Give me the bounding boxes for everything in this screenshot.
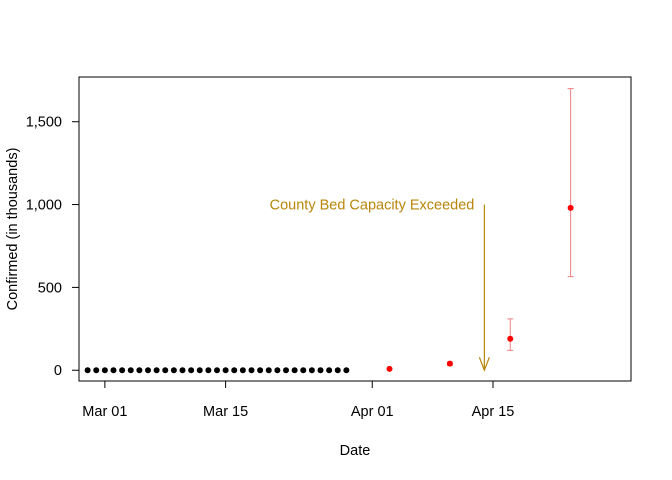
observed-point xyxy=(274,367,281,374)
observed-point xyxy=(214,367,220,374)
observed-point xyxy=(326,367,333,374)
observed-point xyxy=(205,367,212,374)
observed-point xyxy=(153,367,160,374)
observed-point xyxy=(127,367,134,374)
annotation-arrowhead xyxy=(478,357,490,372)
observed-point xyxy=(334,367,341,374)
x-axis: Mar 01 Mar 15 Apr 01 Apr 15 xyxy=(82,380,515,420)
observed-point xyxy=(110,367,117,374)
observed-point xyxy=(170,367,177,374)
observed-point xyxy=(257,367,264,374)
observed-point xyxy=(239,367,246,374)
projected-point xyxy=(446,360,453,367)
observed-point xyxy=(188,367,195,374)
projected-point xyxy=(567,204,574,211)
y-axis: 0 500 1,000 1,500 xyxy=(26,115,80,379)
observed-point xyxy=(265,367,272,374)
observed-point xyxy=(179,367,186,374)
observed-point xyxy=(291,367,298,374)
observed-point xyxy=(101,367,108,374)
observed-point xyxy=(84,367,91,374)
observed-point xyxy=(119,367,126,374)
observed-point xyxy=(162,367,169,374)
observed-point xyxy=(196,367,203,374)
x-tick-label: Apr 15 xyxy=(472,404,515,420)
observed-point xyxy=(317,367,324,374)
annotation-text: County Bed Capacity Exceeded xyxy=(270,198,475,214)
observed-point xyxy=(93,367,100,374)
projected-point xyxy=(507,335,514,342)
observed-point xyxy=(145,367,151,374)
observed-point xyxy=(300,367,307,374)
annotation-group: County Bed Capacity Exceeded xyxy=(270,198,490,372)
y-tick-label: 1,500 xyxy=(26,115,62,131)
y-tick-label: 0 xyxy=(54,363,62,379)
observed-point xyxy=(248,367,255,374)
y-tick-label: 500 xyxy=(38,280,62,296)
observed-point xyxy=(222,367,229,374)
projected-point xyxy=(386,365,393,372)
x-tick-label: Mar 01 xyxy=(82,404,127,420)
x-axis-label: Date xyxy=(340,443,371,459)
plot-frame xyxy=(78,76,632,382)
y-tick-label: 1,000 xyxy=(26,198,62,214)
observed-point xyxy=(343,367,350,374)
observed-point xyxy=(308,367,315,374)
observed-point xyxy=(231,367,238,374)
y-axis-label: Confirmed (in thousands) xyxy=(5,148,21,311)
x-tick-label: Mar 15 xyxy=(203,404,248,420)
x-tick-label: Apr 01 xyxy=(351,404,394,420)
observed-point xyxy=(283,367,289,374)
data-points xyxy=(84,88,574,374)
observed-point xyxy=(136,367,143,374)
